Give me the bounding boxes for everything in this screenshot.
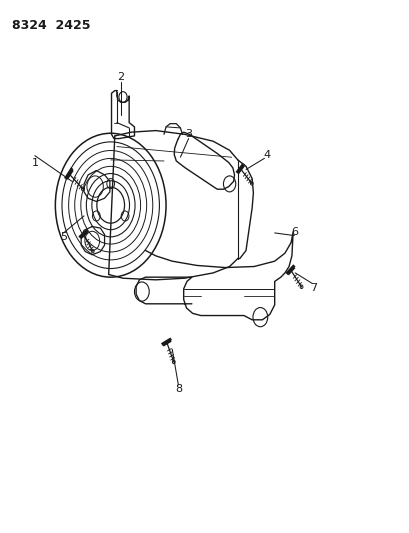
- Text: 7: 7: [309, 283, 317, 293]
- Text: 6: 6: [291, 227, 298, 237]
- Text: 2: 2: [117, 72, 124, 82]
- Text: 1: 1: [31, 158, 38, 167]
- Text: 8: 8: [174, 384, 182, 394]
- Text: 4: 4: [262, 150, 270, 159]
- Text: 5: 5: [60, 232, 67, 242]
- Text: 3: 3: [184, 130, 192, 139]
- Text: 8324  2425: 8324 2425: [12, 19, 90, 31]
